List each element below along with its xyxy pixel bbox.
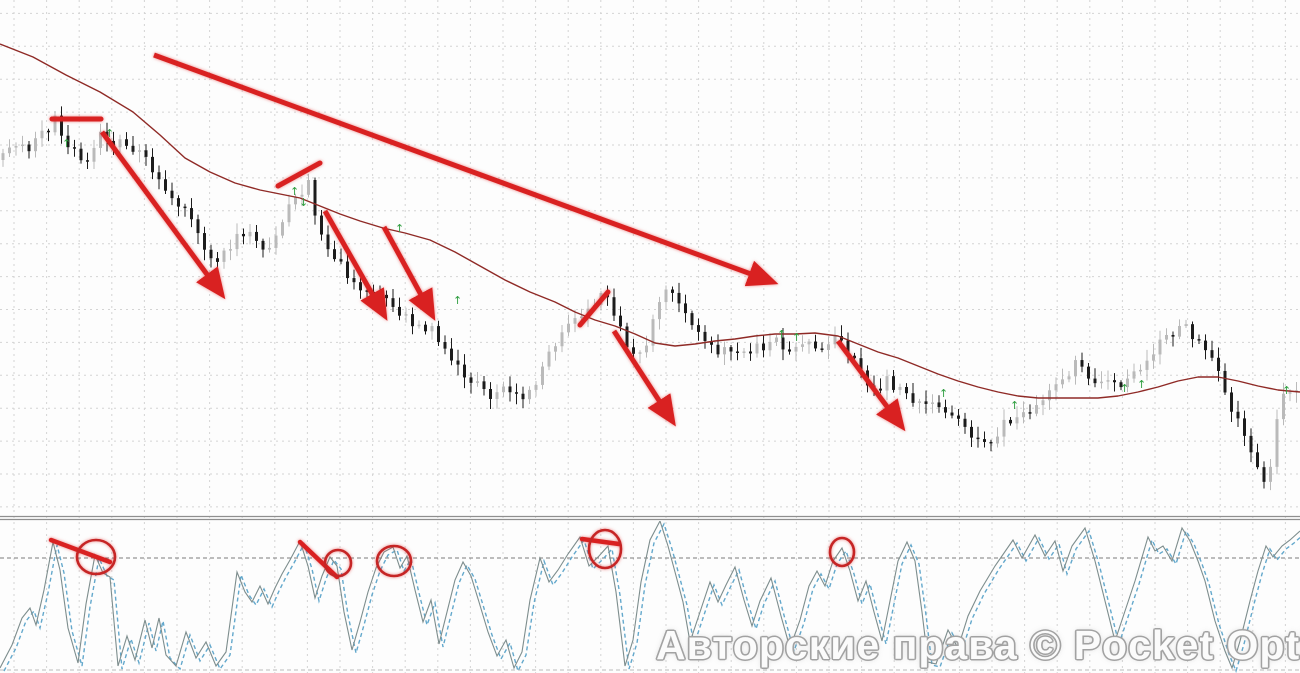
panel-divider[interactable] xyxy=(0,515,1300,521)
oscillator-panel xyxy=(0,521,1300,673)
signal-up-icon: ↑ xyxy=(453,294,462,307)
signal-up-icon: ↑ xyxy=(939,387,948,400)
price-panel: ↑↑↑↓↑↑↑ ↑↑↑↑ ↑ ↑ xyxy=(0,43,1300,491)
signal-up-icon: ↑ xyxy=(395,222,404,235)
oscillator-annotations xyxy=(48,528,856,580)
trend-annotations xyxy=(49,52,906,432)
signal-up-icon: ↑ xyxy=(62,137,71,150)
signal-up-icon: ↑ xyxy=(792,331,801,344)
signal-up-icon: ↑ xyxy=(1120,382,1129,395)
signal-up-icon: ↑ xyxy=(1010,399,1019,412)
signal-down-icon: ↓ xyxy=(299,196,308,209)
signal-up-icon: ↑ xyxy=(1137,378,1146,391)
signal-up-icon: ↑ xyxy=(105,127,114,140)
signal-up-icon: ↑ xyxy=(290,185,299,198)
signal-up-icon: ↑ xyxy=(777,328,786,341)
signal-up-icon: ↑ xyxy=(1282,384,1291,397)
